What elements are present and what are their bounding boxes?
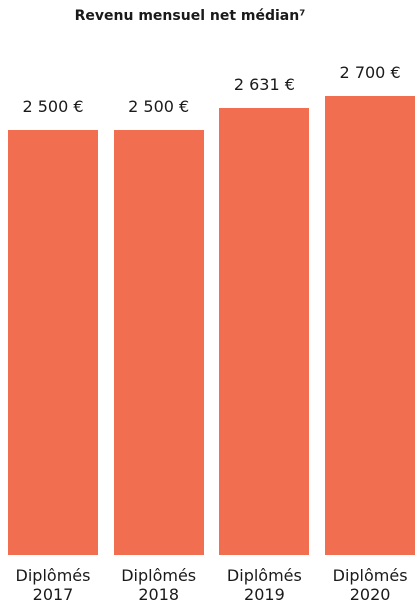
bar bbox=[325, 96, 416, 555]
x-tick-label: Diplômés 2020 bbox=[332, 566, 408, 604]
bar bbox=[8, 130, 98, 555]
x-tick-label: Diplômés 2017 bbox=[15, 566, 91, 604]
x-tick-label: Diplômés 2019 bbox=[226, 566, 302, 604]
value-label: 2 500 € bbox=[22, 97, 84, 116]
value-label: 2 631 € bbox=[233, 74, 295, 94]
x-tick-label: Diplômés 2018 bbox=[121, 566, 197, 604]
bar bbox=[113, 130, 204, 555]
bar bbox=[219, 107, 310, 555]
value-label: 2 700 € bbox=[339, 63, 401, 82]
chart-title: Revenu mensuel net médian⁷ bbox=[74, 8, 306, 24]
value-label: 2 500 € bbox=[128, 97, 190, 116]
